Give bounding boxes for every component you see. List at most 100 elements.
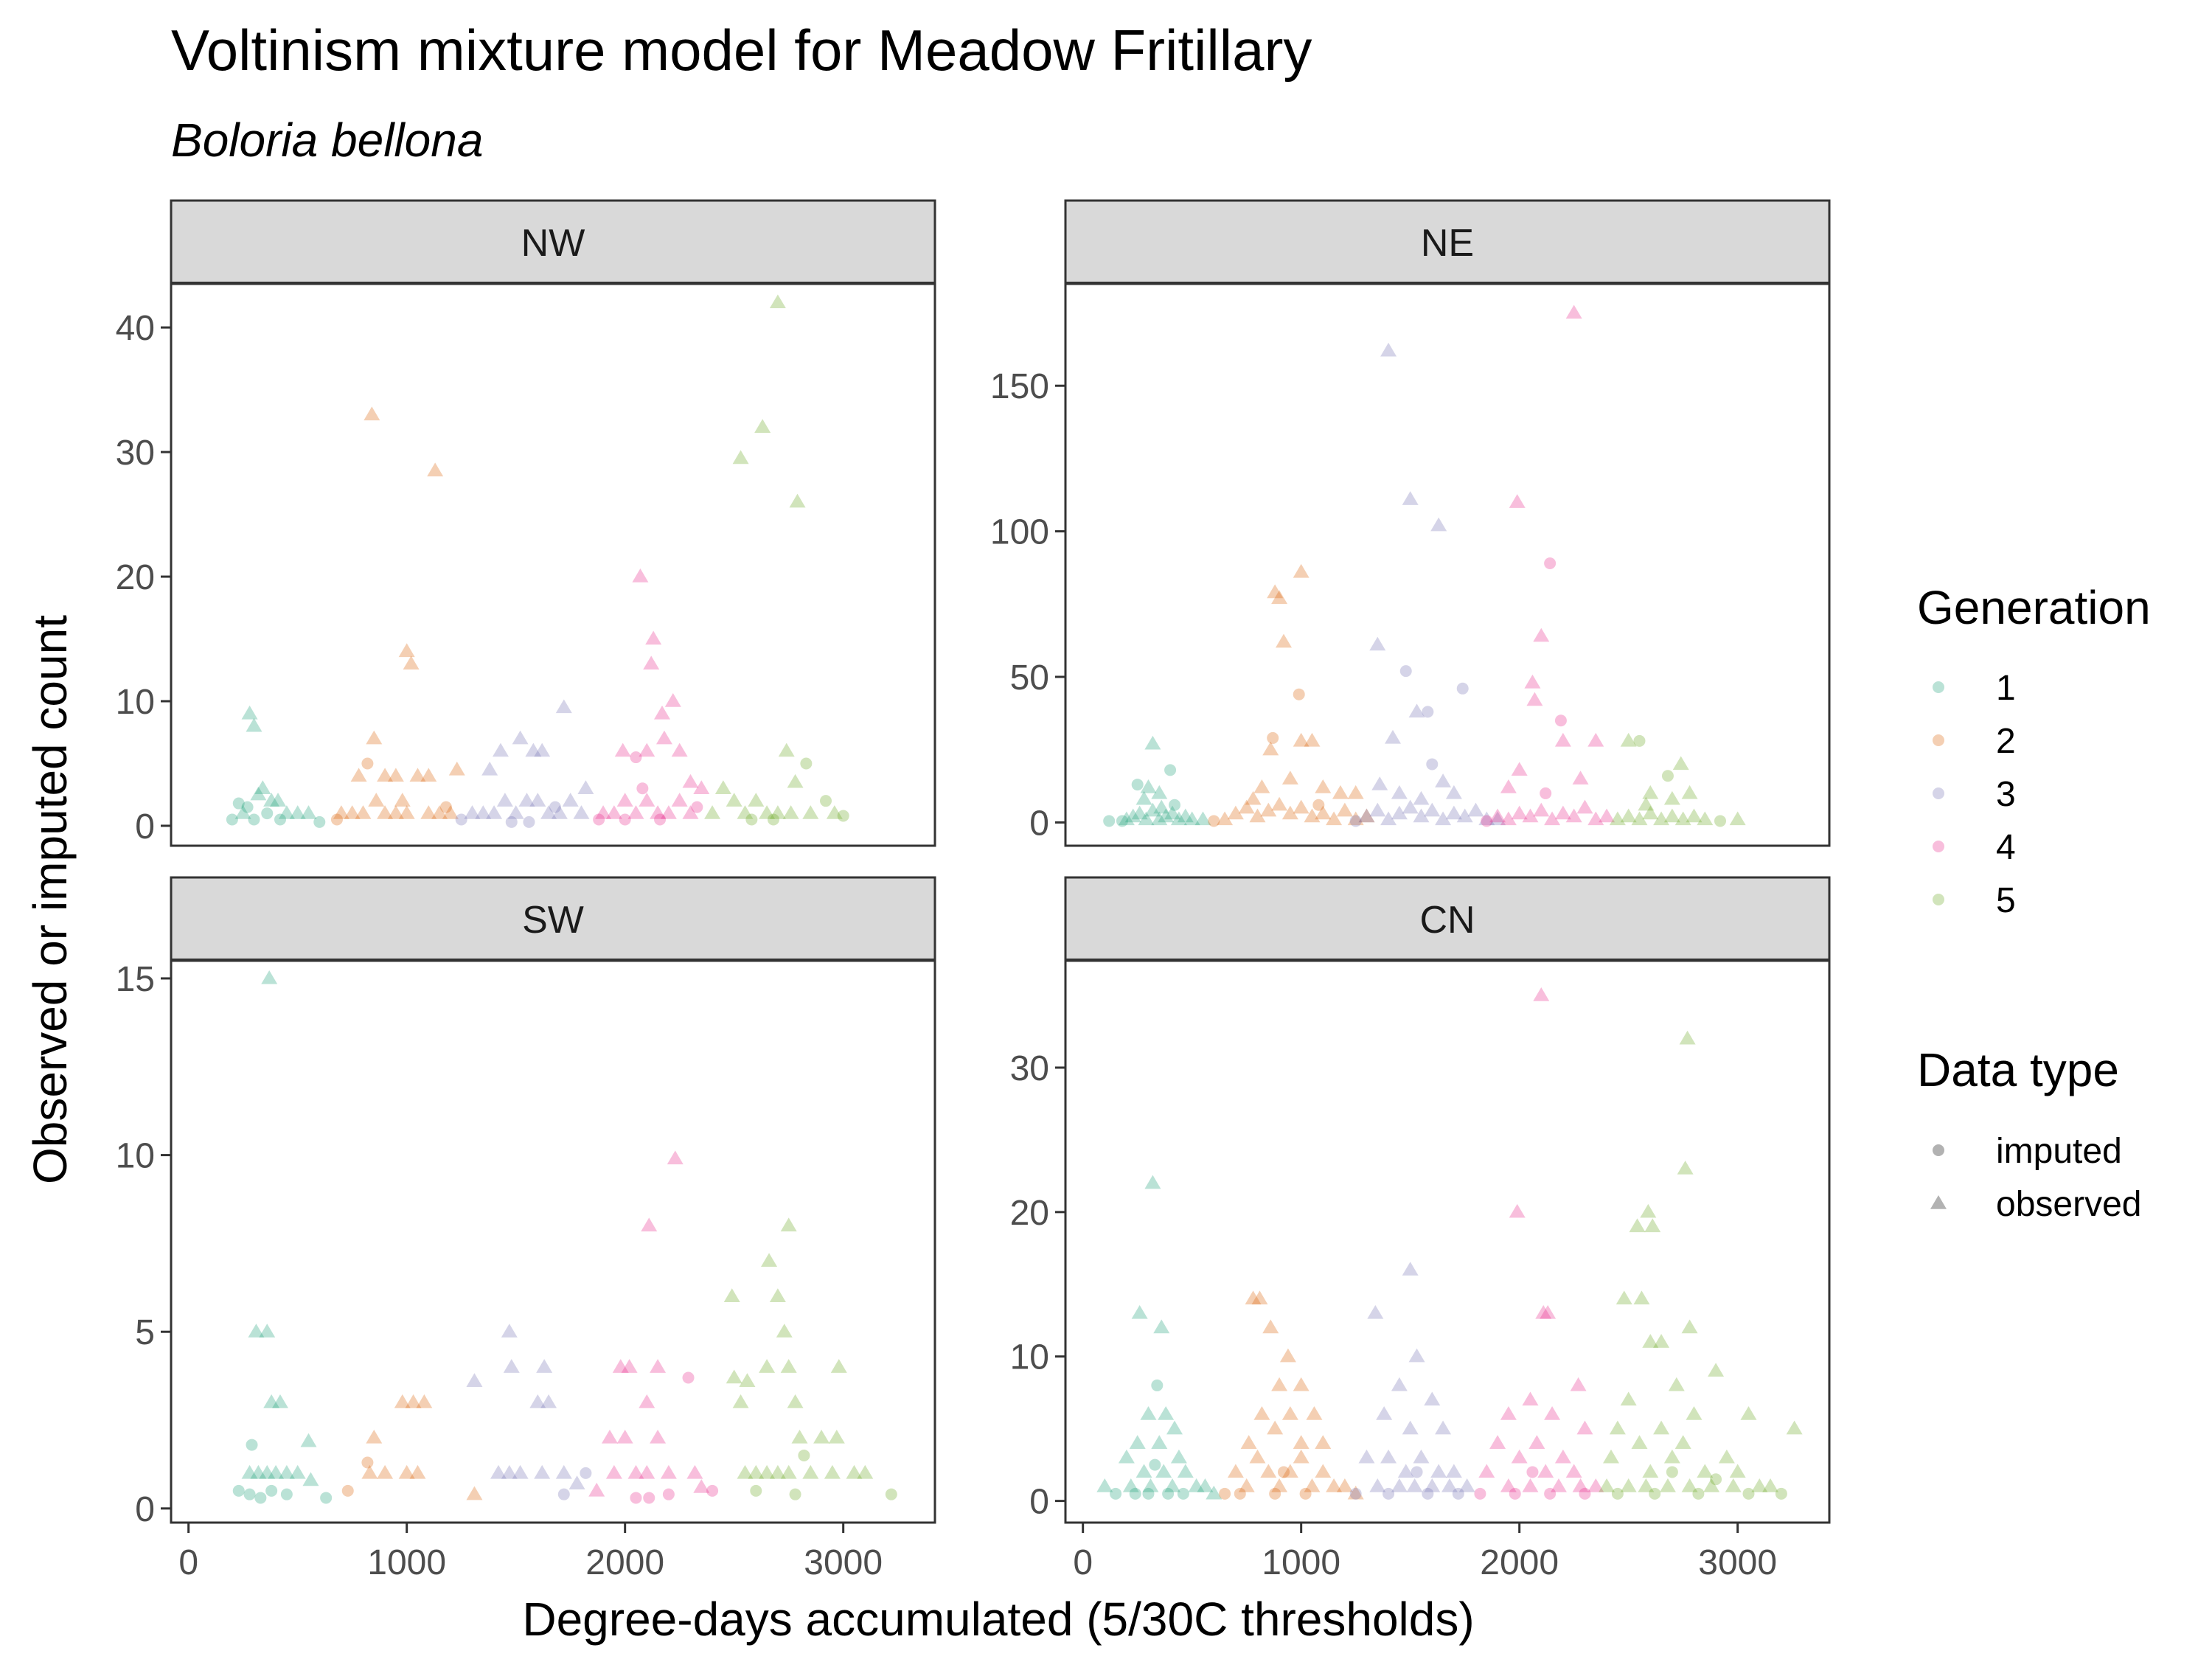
point-observed-gen3 [555,699,572,714]
point-observed-gen5 [1640,1203,1657,1218]
point-observed-gen5 [1653,1420,1670,1435]
point-observed-gen3 [486,805,503,819]
legend-key-gen4 [1933,841,1944,852]
point-imputed-gen1 [248,813,260,826]
y-tick-label: 30 [116,434,155,473]
point-observed-gen3 [503,1359,520,1373]
point-observed-gen3 [568,1475,585,1489]
point-observed-gen4 [654,705,670,720]
point-observed-gen3 [551,805,568,819]
y-tick-label: 40 [116,309,155,348]
point-imputed-gen5 [885,1488,897,1500]
point-observed-gen5 [769,805,786,819]
point-observed-gen2 [420,805,437,819]
point-observed-gen4 [1522,1391,1539,1406]
point-observed-gen3 [1358,1449,1375,1464]
point-observed-gen5 [1677,1161,1694,1175]
point-imputed-gen4 [706,1484,719,1497]
x-axis-title: Degree-days accumulated (5/30C threshold… [522,1593,1474,1646]
point-observed-gen5 [1663,808,1680,823]
point-observed-gen1 [1183,811,1200,826]
point-observed-gen3 [534,742,551,757]
point-imputed-gen1 [274,813,286,826]
point-imputed-gen1 [1142,1487,1155,1500]
point-imputed-gen4 [1579,1487,1591,1500]
facet-strip [1064,876,1831,962]
point-imputed-gen5 [1661,770,1674,782]
point-imputed-gen3 [523,815,535,828]
point-imputed-gen4 [593,813,605,826]
point-observed-gen5 [1653,1334,1670,1348]
x-tick-label: 2000 [1480,1543,1559,1582]
point-observed-gen1 [246,717,262,732]
point-observed-gen4 [693,780,710,794]
point-imputed-gen1 [1129,1487,1141,1500]
point-observed-gen2 [1253,1406,1270,1420]
point-observed-gen4 [1599,808,1615,823]
point-imputed-gen4 [1526,1466,1539,1478]
point-observed-gen1 [1158,808,1175,823]
point-observed-gen4 [682,773,699,788]
point-observed-gen4 [1524,674,1541,689]
point-observed-gen2 [1227,1464,1244,1478]
y-tick-label: 10 [116,1137,155,1176]
point-observed-gen4 [671,793,688,807]
point-observed-gen4 [1576,1420,1593,1435]
point-observed-gen3 [1413,1449,1430,1464]
point-observed-gen4 [1565,808,1582,823]
points [1103,305,1746,827]
point-observed-gen2 [333,805,349,819]
point-observed-gen4 [1522,808,1539,823]
point-observed-gen2 [1271,796,1288,811]
point-observed-gen4 [605,805,622,819]
point-observed-gen5 [1642,1464,1659,1478]
point-observed-gen2 [431,805,448,819]
point-observed-gen1 [1151,1435,1168,1449]
point-observed-gen2 [1347,785,1364,799]
point-observed-gen4 [632,568,649,582]
point-observed-gen1 [1206,1485,1222,1500]
point-observed-gen5 [1681,1319,1698,1334]
point-observed-gen3 [1445,1464,1462,1478]
point-observed-gen3 [1402,1262,1419,1276]
point-observed-gen1 [250,786,267,801]
point-observed-gen3 [1380,811,1397,826]
point-observed-gen1 [234,805,251,819]
point-observed-gen4 [1500,1478,1517,1492]
point-imputed-gen3 [455,813,467,826]
point-observed-gen4 [1544,811,1561,826]
point-observed-gen5 [1668,1377,1685,1391]
point-imputed-gen5 [1714,815,1726,827]
point-observed-gen5 [1615,1290,1632,1305]
point-observed-gen2 [1293,732,1310,747]
point-observed-gen1 [1164,1478,1181,1492]
point-imputed-gen4 [682,1371,695,1384]
point-imputed-gen1 [1103,815,1116,827]
point-observed-gen1 [1153,1319,1170,1334]
point-observed-gen1 [1144,1175,1161,1189]
point-observed-gen4 [650,1359,667,1373]
point-observed-gen3 [1430,1464,1447,1478]
point-imputed-gen3 [1456,682,1469,695]
point-observed-gen1 [263,1394,280,1408]
point-observed-gen1 [300,1433,317,1447]
y-tick-label: 20 [1010,1194,1049,1233]
point-observed-gen2 [1217,811,1234,826]
point-observed-gen5 [780,1217,797,1232]
point-observed-gen3 [1406,1478,1423,1492]
point-observed-gen5 [776,1324,793,1338]
point-observed-gen4 [1533,802,1550,817]
point-observed-gen5 [1659,1478,1676,1492]
legend-label-gen1: 1 [1996,669,2016,708]
point-observed-gen5 [1697,811,1714,826]
point-observed-gen4 [1535,1304,1552,1319]
point-imputed-gen4 [619,813,631,826]
point-observed-gen5 [1725,1478,1742,1492]
point-observed-gen4 [616,1429,633,1444]
point-observed-gen4 [1587,732,1604,747]
point-imputed-gen5 [820,795,832,807]
point-observed-gen2 [368,793,385,807]
point-observed-gen5 [1681,785,1698,799]
point-imputed-gen5 [789,1488,801,1500]
point-imputed-gen5 [1710,1473,1722,1486]
